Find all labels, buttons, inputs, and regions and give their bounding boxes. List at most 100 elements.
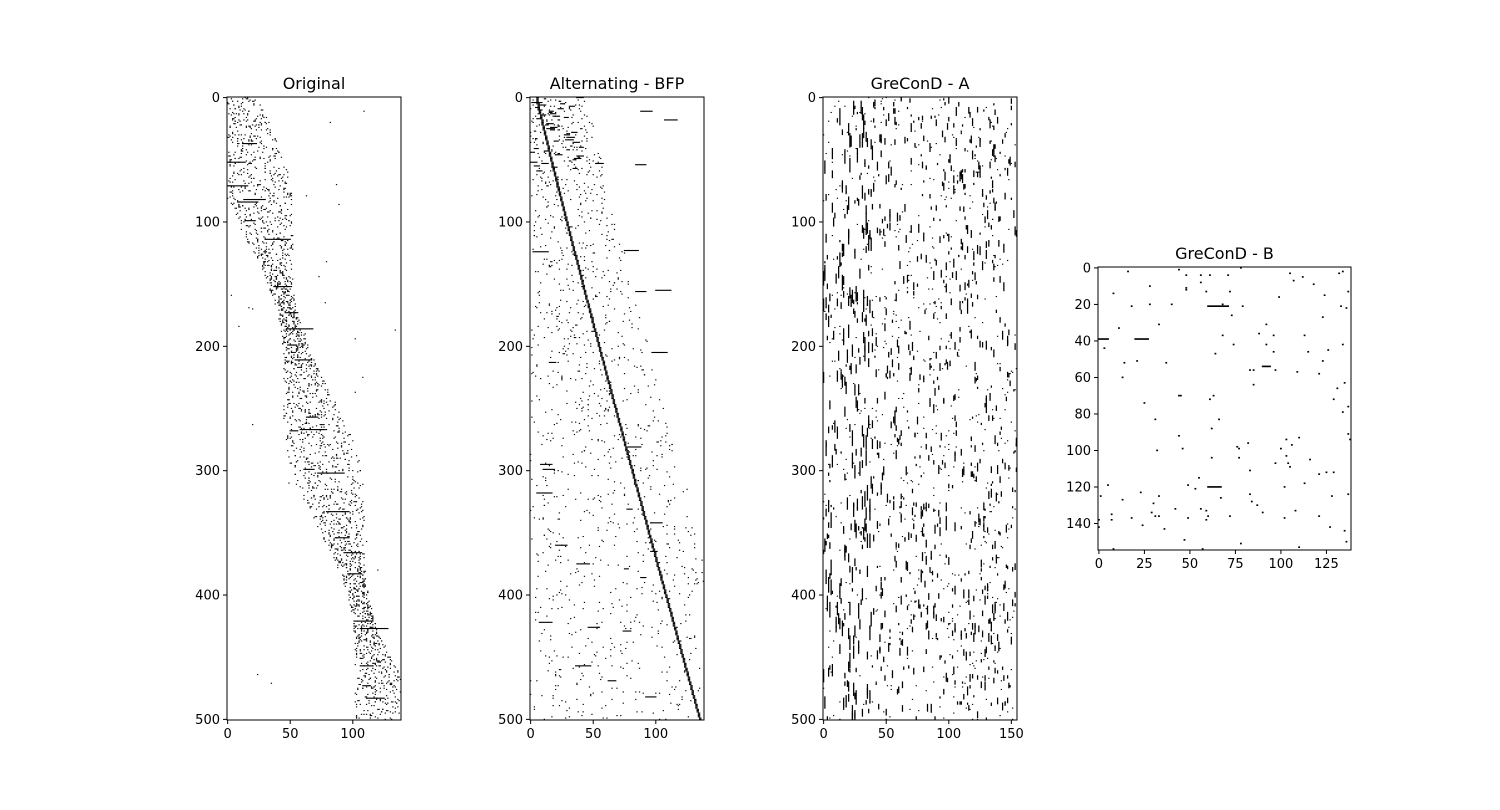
matrix-cell [357, 471, 359, 473]
matrix-cell [384, 698, 386, 700]
matrix-cell [360, 570, 363, 572]
matrix-cell [924, 580, 926, 588]
matrix-cell [289, 193, 291, 196]
matrix-cell [848, 196, 850, 210]
matrix-cell [600, 175, 602, 177]
matrix-cell [536, 98, 539, 100]
matrix-cell [605, 371, 608, 373]
matrix-cell [592, 351, 594, 354]
matrix-cell [280, 308, 283, 310]
matrix-cell [352, 560, 354, 562]
matrix-cell [602, 363, 606, 365]
matrix-cell [531, 538, 533, 540]
matrix-cell [552, 599, 554, 601]
matrix-cell [693, 636, 696, 638]
matrix-cell [540, 312, 542, 314]
matrix-cell [362, 687, 364, 689]
matrix-cell [537, 431, 539, 433]
matrix-cell [621, 435, 624, 437]
matrix-cell [300, 427, 303, 429]
matrix-cell [582, 287, 586, 289]
matrix-cell [680, 650, 683, 652]
matrix-cell [611, 348, 613, 350]
matrix-cell [836, 426, 839, 439]
matrix-cell [646, 524, 649, 526]
matrix-cell [289, 307, 291, 309]
matrix-cell [309, 354, 311, 356]
matrix-cell [287, 294, 289, 296]
matrix-cell [284, 243, 286, 245]
matrix-cell [543, 337, 546, 339]
matrix-cell [248, 182, 250, 184]
matrix-cell [641, 586, 643, 589]
matrix-cell [269, 172, 271, 174]
matrix-cell [655, 692, 657, 694]
matrix-cell [596, 339, 599, 341]
matrix-cell [653, 553, 657, 555]
matrix-cell [344, 534, 346, 536]
matrix-cell [287, 399, 289, 401]
matrix-cell [354, 583, 356, 585]
matrix-cell [369, 611, 371, 613]
matrix-cell [260, 109, 263, 111]
matrix-cell [853, 308, 855, 314]
matrix-cell [899, 637, 901, 641]
matrix-cell [389, 664, 391, 666]
matrix-cell [350, 527, 353, 529]
matrix-cell [873, 101, 875, 108]
matrix-cell [560, 299, 562, 301]
matrix-cell [254, 203, 256, 206]
matrix-cell [580, 678, 582, 681]
matrix-cell [275, 288, 278, 290]
matrix-cell [567, 190, 569, 192]
matrix-cell [605, 705, 607, 707]
matrix-cell [355, 509, 358, 511]
matrix-cell [284, 266, 286, 268]
matrix-cell [552, 705, 554, 707]
matrix-cell [318, 414, 320, 416]
matrix-cell [555, 559, 557, 561]
matrix-cell [586, 302, 589, 304]
matrix-cell [577, 299, 579, 301]
matrix-cell [259, 156, 261, 158]
matrix-cell [618, 424, 622, 426]
matrix-cell [930, 365, 932, 368]
matrix-cell [911, 626, 914, 633]
matrix-cell [292, 445, 294, 447]
matrix-cell [362, 376, 364, 378]
matrix-cell [846, 205, 849, 215]
matrix-cell [633, 480, 637, 482]
matrix-cell [257, 257, 259, 259]
matrix-cell [332, 530, 334, 533]
matrix-cell [583, 293, 587, 295]
matrix-cell [537, 103, 541, 105]
matrix-cell [340, 558, 343, 560]
matrix-cell [587, 425, 589, 427]
matrix-cell [566, 268, 568, 270]
matrix-cell [666, 562, 668, 564]
matrix-cell [588, 308, 592, 310]
matrix-cell [385, 688, 388, 691]
matrix-cell [626, 456, 628, 458]
matrix-cell [355, 524, 358, 526]
matrix-cell [548, 114, 551, 116]
matrix-cell [591, 319, 594, 321]
matrix-cell [578, 404, 581, 406]
matrix-cell [340, 542, 343, 544]
matrix-cell [595, 655, 597, 657]
matrix-cell [592, 498, 594, 500]
matrix-cell [851, 430, 854, 446]
matrix-cell [305, 416, 319, 418]
matrix-cell [606, 238, 608, 240]
matrix-cell [267, 128, 269, 130]
matrix-cell [665, 594, 668, 596]
matrix-cell [848, 601, 850, 603]
matrix-cell [623, 625, 626, 627]
matrix-cell [678, 703, 681, 705]
matrix-cell [313, 487, 315, 489]
matrix-cell [944, 660, 946, 664]
matrix-cell [545, 477, 547, 479]
matrix-cell [348, 578, 350, 580]
chart-title: Alternating - BFP [550, 74, 685, 93]
matrix-cell [863, 299, 865, 312]
